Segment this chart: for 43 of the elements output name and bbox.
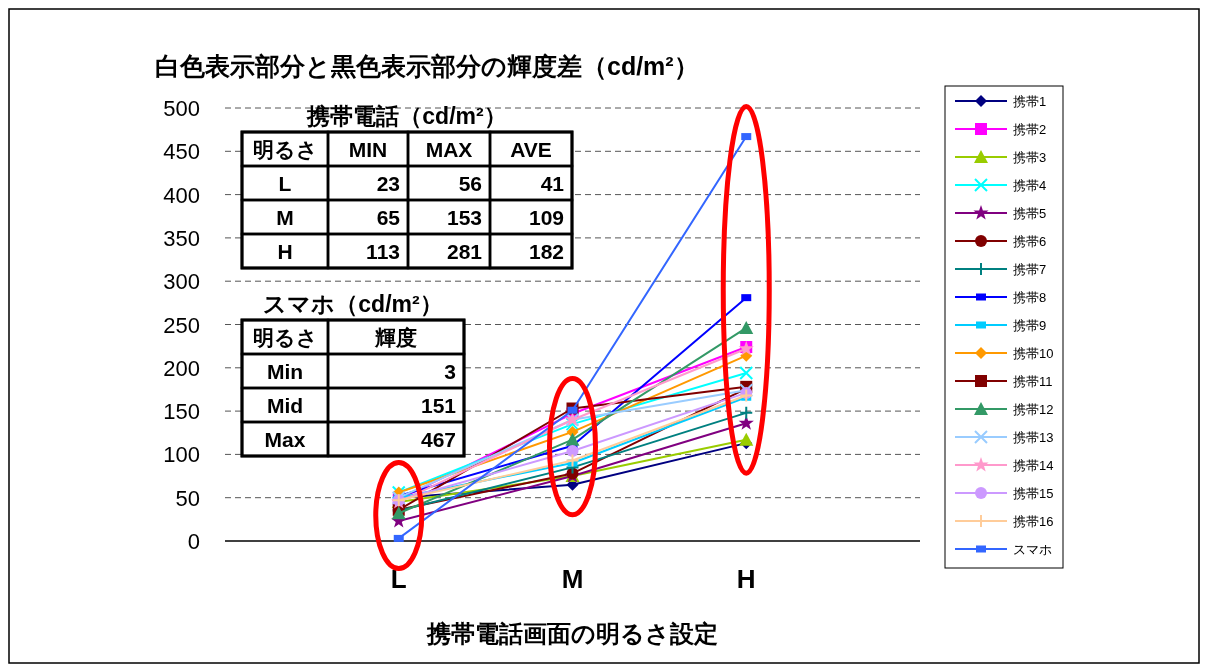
legend-label: 携帯11 [1013, 374, 1053, 389]
legend-label: 携帯6 [1013, 234, 1047, 249]
legend-label: 携帯10 [1013, 346, 1054, 361]
legend-label: スマホ [1013, 542, 1052, 557]
y-tick-label: 250 [163, 312, 200, 338]
legend-label: 携帯14 [1013, 458, 1054, 473]
annotation: スマホ（cd/m²） [263, 291, 443, 317]
y-tick-label: 450 [163, 139, 200, 165]
annotation: 携帯電話（cd/m²） [306, 103, 507, 129]
text: L 23 56 41 [278, 172, 564, 195]
y-tick-label: 350 [163, 225, 200, 251]
x-tick-label: M [561, 564, 584, 594]
legend-label: 携帯8 [1013, 290, 1047, 305]
text: M 65 153 109 [276, 206, 564, 229]
y-tick-label: 0 [187, 529, 200, 554]
legend-label: 携帯9 [1013, 318, 1047, 333]
legend-label: 携帯7 [1013, 262, 1047, 277]
text: H 113 281 182 [277, 240, 564, 263]
text: Max 467 [264, 428, 456, 451]
legend-label: 携帯1 [1013, 94, 1047, 109]
y-tick-label: 100 [163, 442, 200, 468]
legend-label: 携帯4 [1013, 178, 1047, 193]
y-tick-label: 300 [163, 269, 200, 295]
legend-label: 携帯12 [1013, 402, 1054, 417]
legend-label: 携帯3 [1013, 150, 1047, 165]
legend-label: 携帯16 [1013, 514, 1054, 529]
legend-label: 携帯5 [1013, 206, 1047, 221]
text: Mid 151 [266, 394, 456, 417]
x-tick-label: H [736, 564, 756, 594]
text: Min 3 [266, 360, 456, 383]
y-tick-label: 400 [163, 182, 200, 208]
legend-label: 携帯2 [1013, 122, 1047, 137]
text: 明るさ 輝度 [252, 326, 417, 349]
legend-label: 携帯13 [1013, 430, 1054, 445]
y-tick-label: 200 [163, 355, 200, 381]
x-axis-title: 携帯電話画面の明るさ設定 [425, 620, 718, 647]
chart-title: 白色表示部分と黒色表示部分の輝度差（cd/m²） [155, 52, 699, 80]
x-tick-label: L [390, 564, 407, 594]
y-tick-label: 150 [163, 399, 200, 425]
legend-label: 携帯15 [1013, 486, 1054, 501]
text: 明るさ MIN MAX AVE [252, 138, 552, 161]
y-tick-label: 50 [175, 485, 200, 511]
y-tick-label: 500 [163, 96, 200, 121]
